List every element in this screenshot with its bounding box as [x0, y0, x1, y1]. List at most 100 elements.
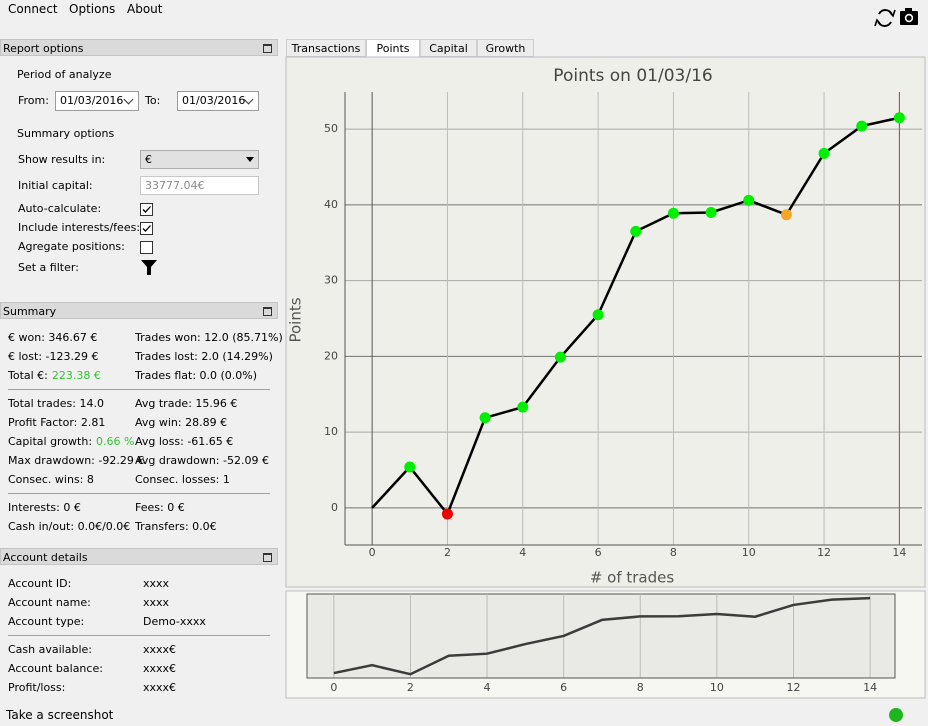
chart-title: Points on 01/03/16 — [553, 66, 712, 86]
panel-header: Summary — [0, 302, 278, 319]
x-tick-label: 8 — [670, 546, 677, 559]
x-tick-label: 0 — [369, 546, 376, 559]
label: To: — [145, 94, 161, 107]
summary-highlight: 223.38 € — [51, 369, 101, 382]
checkbox[interactable] — [140, 241, 153, 254]
account-label: Account ID: — [8, 577, 72, 590]
filter-icon[interactable] — [141, 259, 157, 279]
x-axis-label: # of trades — [590, 569, 675, 587]
menu-item[interactable]: Connect — [8, 2, 58, 16]
x-tick-label: 6 — [560, 681, 567, 694]
check-mark — [142, 206, 151, 213]
data-point — [893, 112, 905, 124]
account-label: Account name: — [8, 596, 91, 609]
status-text: Take a screenshot — [6, 708, 114, 722]
data-point — [630, 225, 642, 237]
data-point — [554, 351, 566, 363]
x-tick-label: 6 — [595, 546, 602, 559]
y-tick-label: 20 — [324, 349, 338, 362]
summary-left: Max drawdown: -92.29 € — [8, 454, 145, 467]
label: Show results in: — [18, 153, 106, 166]
summary-right: Transfers: 0.0€ — [135, 520, 217, 533]
summary-left: Capital growth: 0.66 % — [8, 435, 135, 448]
data-line — [333, 596, 871, 676]
account-value: xxxx€ — [143, 681, 177, 694]
refresh-icon[interactable] — [874, 9, 896, 27]
data-point — [667, 207, 679, 219]
data-point — [404, 461, 416, 473]
camera-icon[interactable] — [900, 8, 918, 25]
summary-left: € lost: -123.29 € — [8, 350, 99, 363]
summary-left: Interests: 0 € — [8, 501, 81, 514]
summary-right: Avg loss: -61.65 € — [135, 435, 234, 448]
checkbox-label: Include interests/fees: — [18, 221, 141, 234]
x-tick-label: 0 — [330, 681, 337, 694]
dropdown-arrow — [246, 157, 254, 162]
x-tick-label: 4 — [484, 681, 491, 694]
account-value: xxxx€ — [143, 643, 177, 656]
label: Period of analyze — [17, 68, 112, 81]
data-point — [856, 120, 868, 132]
currency-select[interactable]: € — [140, 150, 259, 169]
y-tick-label: 10 — [324, 425, 338, 438]
summary-right: Fees: 0 € — [135, 501, 185, 514]
date-to[interactable]: 01/03/2016 — [177, 91, 259, 111]
tab[interactable]: Capital — [420, 39, 477, 57]
checkbox[interactable] — [140, 222, 153, 235]
account-value: xxxx€ — [143, 662, 177, 675]
x-tick-label: 14 — [892, 546, 906, 559]
y-tick-label: 40 — [324, 198, 338, 211]
label: Set a filter: — [18, 261, 79, 274]
summary-highlight: 0.66 % — [96, 435, 135, 448]
summary-left: Profit Factor: 2.81 — [8, 416, 106, 429]
date-from[interactable]: 01/03/2016 — [55, 91, 139, 111]
menu-item[interactable]: About — [127, 2, 163, 16]
data-point — [743, 194, 755, 206]
status-indicator — [889, 708, 903, 722]
x-tick-label: 4 — [519, 546, 526, 559]
data-point — [441, 508, 453, 520]
separator — [8, 389, 270, 390]
menu-item[interactable]: Options — [69, 2, 116, 16]
summary-left: Cash in/out: 0.0€/0.0€ — [8, 520, 131, 533]
x-tick-label: 2 — [444, 546, 451, 559]
summary-right: Trades won: 12.0 (85.71%) — [135, 331, 283, 344]
summary-right: Trades lost: 2.0 (14.29%) — [135, 350, 273, 363]
x-tick-label: 2 — [407, 681, 414, 694]
navigator-selection — [306, 593, 896, 679]
x-tick-label: 12 — [786, 681, 800, 694]
summary-left: Total €: 223.38 € — [8, 369, 101, 382]
account-label: Profit/loss: — [8, 681, 66, 694]
y-tick-label: 50 — [324, 122, 338, 135]
x-tick-label: 12 — [817, 546, 831, 559]
account-label: Account balance: — [8, 662, 103, 675]
data-point — [818, 147, 830, 159]
panel-header: Account details — [0, 548, 278, 565]
summary-right: Avg drawdown: -52.09 € — [135, 454, 269, 467]
data-point — [780, 209, 792, 221]
y-axis-label: Points — [287, 297, 305, 342]
checkbox[interactable] — [140, 203, 153, 216]
summary-left: Total trades: 14.0 — [8, 397, 104, 410]
x-tick-label: 10 — [742, 546, 756, 559]
account-label: Account type: — [8, 615, 85, 628]
account-value: Demo-xxxx — [143, 615, 206, 628]
chart-pane — [285, 56, 926, 588]
summary-right: Avg trade: 15.96 € — [135, 397, 238, 410]
summary-right: Consec. losses: 1 — [135, 473, 230, 486]
x-tick-label: 8 — [637, 681, 644, 694]
check-mark — [142, 225, 151, 232]
y-tick-label: 0 — [331, 501, 338, 514]
summary-right: Avg win: 28.89 € — [135, 416, 228, 429]
capital-input[interactable]: 33777.04€ — [140, 176, 259, 195]
checkbox-label: Agregate positions: — [18, 240, 125, 253]
summary-left: Consec. wins: 8 — [8, 473, 94, 486]
x-tick-label: 10 — [710, 681, 724, 694]
panel-header: Report options — [0, 39, 278, 56]
data-point — [592, 309, 604, 321]
y-tick-label: 30 — [324, 274, 338, 287]
account-value: xxxx — [143, 577, 170, 590]
tab[interactable]: Points — [366, 39, 420, 57]
label: Summary options — [17, 127, 115, 140]
